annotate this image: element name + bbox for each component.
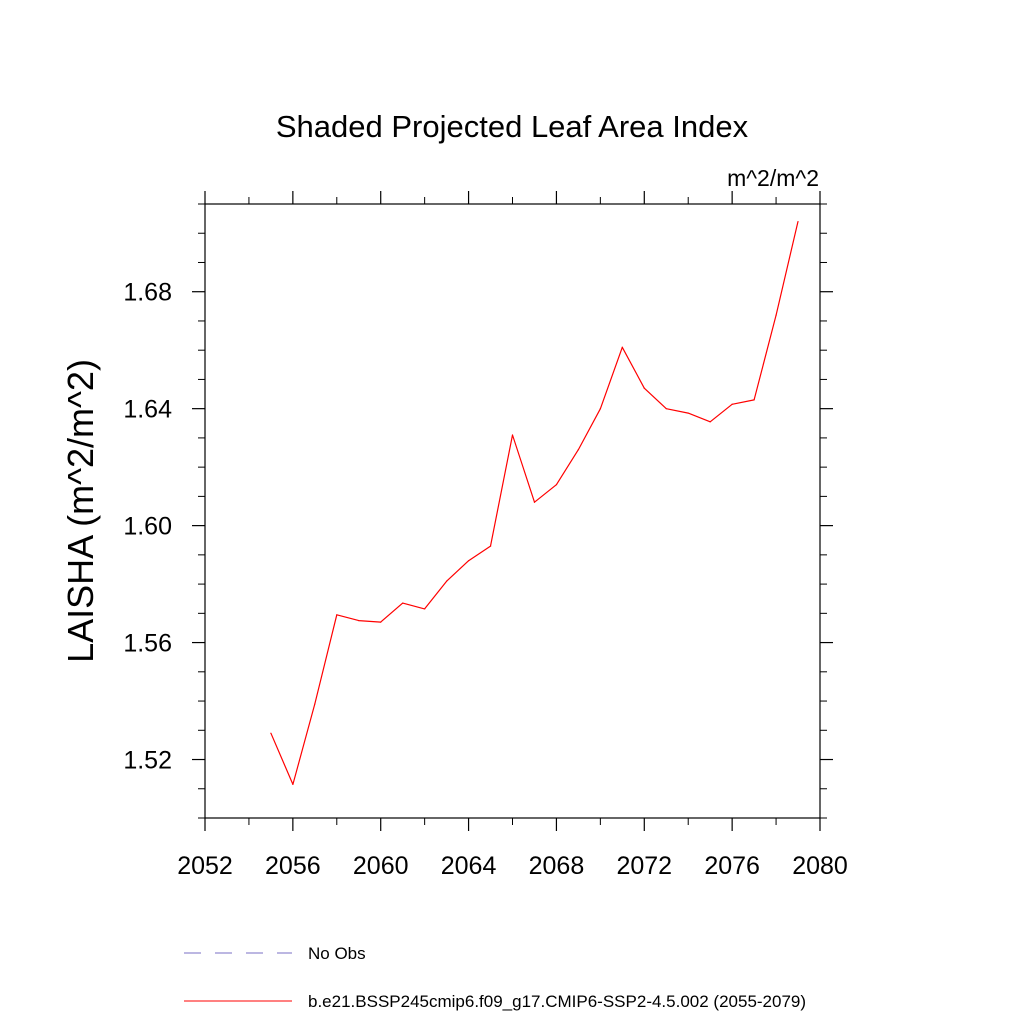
data-point <box>533 501 536 503</box>
x-tick-label: 2080 <box>792 852 848 880</box>
data-point <box>467 560 470 562</box>
data-point <box>270 732 272 734</box>
series-layer <box>270 220 799 786</box>
x-tick-label: 2060 <box>353 852 409 880</box>
data-point <box>797 220 799 223</box>
data-point <box>511 434 514 436</box>
x-tick-label: 2056 <box>265 852 321 880</box>
x-axis-ticks: 2052 2056 2060 2064 2068 2072 2076 2080 <box>177 191 848 880</box>
data-point <box>643 387 645 389</box>
x-tick-label: 2064 <box>441 852 497 880</box>
data-point <box>489 545 492 547</box>
x-tick-label: 2068 <box>529 852 585 880</box>
legend: No Obs b.e21.BSSP245cmip6.f09_g17.CMIP6-… <box>184 944 806 1011</box>
data-point <box>292 783 294 785</box>
y-axis-label: LAISHA (m^2/m^2) <box>60 359 101 663</box>
data-point <box>380 621 382 623</box>
x-tick-label: 2052 <box>177 852 233 880</box>
data-point <box>402 602 404 604</box>
data-point <box>446 580 448 582</box>
legend-label-no-obs: No Obs <box>308 944 366 963</box>
y-tick-label: 1.68 <box>123 279 172 307</box>
y-tick-label: 1.64 <box>123 396 172 424</box>
legend-label-model: b.e21.BSSP245cmip6.f09_g17.CMIP6-SSP2-4.… <box>308 992 806 1011</box>
y-tick-label: 1.52 <box>123 747 172 775</box>
units-label: m^2/m^2 <box>727 165 819 191</box>
data-point <box>665 408 667 410</box>
y-axis-ticks: 1.52 1.56 1.60 1.64 1.68 <box>123 203 833 819</box>
x-tick-label: 2072 <box>616 852 672 880</box>
data-point <box>687 412 689 414</box>
data-point <box>358 620 360 622</box>
x-tick-label: 2076 <box>704 852 760 880</box>
data-point <box>599 408 601 410</box>
data-point <box>424 608 426 610</box>
series-line <box>270 221 799 786</box>
data-point <box>336 614 338 616</box>
data-point <box>731 403 733 405</box>
data-point <box>314 703 316 705</box>
data-point <box>709 421 711 423</box>
data-point <box>577 449 579 451</box>
plot-frame <box>204 203 821 819</box>
chart-title: Shaded Projected Leaf Area Index <box>276 109 749 144</box>
data-point <box>753 399 755 401</box>
y-tick-label: 1.60 <box>123 513 172 541</box>
y-tick-label: 1.56 <box>123 630 172 658</box>
data-point <box>621 346 623 348</box>
data-point <box>555 484 558 486</box>
data-point <box>775 314 777 316</box>
